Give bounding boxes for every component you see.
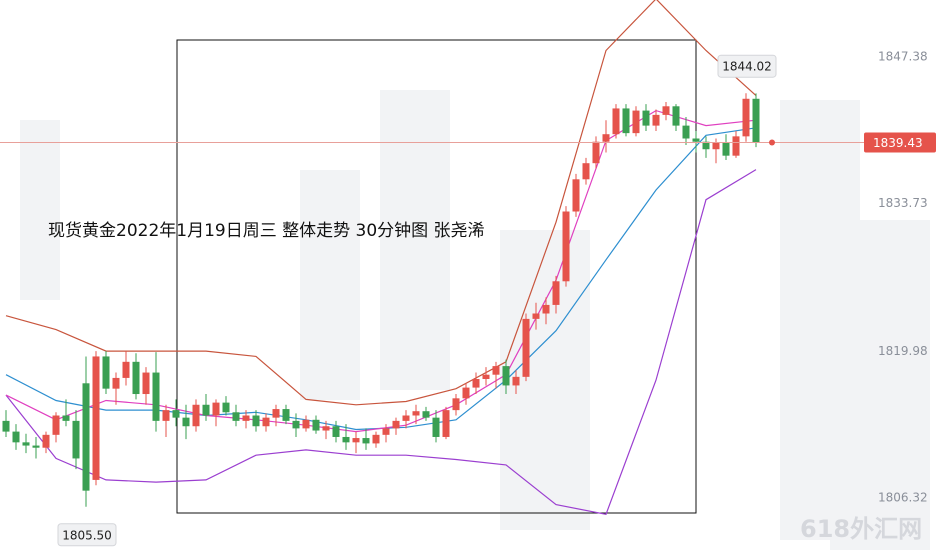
- candle-body: [362, 438, 370, 444]
- candle-body: [332, 426, 340, 437]
- indicator-line: [5, 0, 757, 406]
- candle-body: [2, 420, 10, 432]
- candle-body: [22, 442, 30, 446]
- candle-body: [102, 356, 110, 389]
- candle-body: [252, 415, 260, 427]
- watermark: 618外汇网: [800, 515, 922, 543]
- candle-body: [292, 420, 300, 429]
- last-price-tag: [864, 132, 936, 153]
- candle-body: [732, 136, 740, 156]
- candle-body: [462, 387, 470, 399]
- chart-title: 现货黄金2022年1月19日周三 整体走势 30分钟图 张尧浠: [48, 221, 485, 241]
- candle-body: [42, 434, 50, 448]
- candle-body: [112, 377, 120, 389]
- candle-body: [342, 436, 350, 443]
- candle-body: [392, 420, 400, 429]
- candle-body: [702, 141, 710, 150]
- candle-body: [742, 98, 750, 137]
- candle-body: [502, 366, 510, 386]
- candle-body: [412, 411, 420, 416]
- candle-body: [212, 402, 220, 416]
- annotation-box: [717, 54, 777, 78]
- candle-body: [322, 426, 330, 431]
- candle-body: [142, 372, 150, 395]
- last-price-dot: [769, 139, 775, 146]
- candle-body: [542, 304, 550, 314]
- candle-body: [82, 383, 90, 491]
- candle-body: [512, 376, 520, 386]
- candle-body: [752, 98, 760, 143]
- overlay: 1847.38 1833.73 1819.98 1806.32 1839.43 1844.…: [0, 50, 936, 547]
- candle-body: [552, 281, 560, 305]
- candle-body: [382, 428, 390, 435]
- candle-body: [202, 404, 210, 416]
- candle-body: [682, 125, 690, 139]
- candle-body: [152, 372, 160, 421]
- candle-body: [422, 411, 430, 418]
- candle-body: [262, 417, 270, 427]
- candle-body: [312, 419, 320, 431]
- candle-body: [692, 138, 700, 142]
- candle-body: [612, 108, 620, 135]
- candle-body: [272, 409, 280, 418]
- highlight-box: [176, 39, 697, 514]
- candle-body: [92, 356, 100, 480]
- indicator-line: [5, 169, 757, 515]
- last-price-label: 1839.43: [873, 136, 923, 150]
- candle-body: [122, 361, 130, 378]
- indicator-line: [5, 109, 757, 433]
- indicator-lines: [5, 0, 757, 515]
- candle-body: [622, 108, 630, 134]
- candle-body: [52, 415, 60, 435]
- candle-body: [722, 142, 730, 156]
- candle-body: [472, 378, 480, 388]
- y-tick-label: 1819.98: [878, 344, 928, 358]
- candle-body: [582, 163, 590, 180]
- candle-body: [652, 114, 660, 126]
- candle-body: [442, 410, 450, 437]
- candle-body: [602, 134, 610, 142]
- candle-body: [352, 438, 360, 443]
- candle-body: [632, 110, 640, 134]
- candle-body: [282, 409, 290, 421]
- candle-body: [302, 419, 310, 429]
- candle-body: [532, 313, 540, 319]
- candle-body: [12, 431, 20, 443]
- candle-body: [192, 404, 200, 427]
- candle-body: [232, 412, 240, 421]
- candle-body: [592, 141, 600, 164]
- candle-body: [452, 398, 460, 411]
- candle-body: [242, 415, 250, 421]
- y-tick-label: 1806.32: [878, 490, 928, 504]
- y-tick-label: 1833.73: [878, 196, 928, 210]
- candle-body: [572, 179, 580, 212]
- annotation-box: [57, 523, 117, 547]
- candle-body: [432, 417, 440, 437]
- candle-body: [662, 106, 670, 115]
- candle-body: [222, 402, 230, 413]
- candle-body: [162, 410, 170, 421]
- candle-body: [402, 415, 410, 421]
- candle-body: [642, 110, 650, 126]
- candle-body: [72, 420, 80, 459]
- candle-body: [482, 374, 490, 379]
- candle-body: [492, 366, 500, 375]
- candle-body: [372, 434, 380, 444]
- candle-body: [712, 142, 720, 150]
- candle-body: [562, 211, 570, 282]
- y-tick-label: 1847.38: [878, 50, 928, 64]
- annotation-label: 1805.50: [62, 528, 112, 542]
- candle-body: [172, 410, 180, 418]
- candle-body: [182, 417, 190, 427]
- candle-body: [32, 445, 40, 448]
- candles: [2, 93, 760, 507]
- candle-body: [62, 415, 70, 421]
- candle-body: [522, 318, 530, 377]
- candle-body: [672, 106, 680, 126]
- annotation-label: 1844.02: [722, 60, 772, 74]
- background-decor: [20, 90, 930, 550]
- candle-body: [132, 361, 140, 395]
